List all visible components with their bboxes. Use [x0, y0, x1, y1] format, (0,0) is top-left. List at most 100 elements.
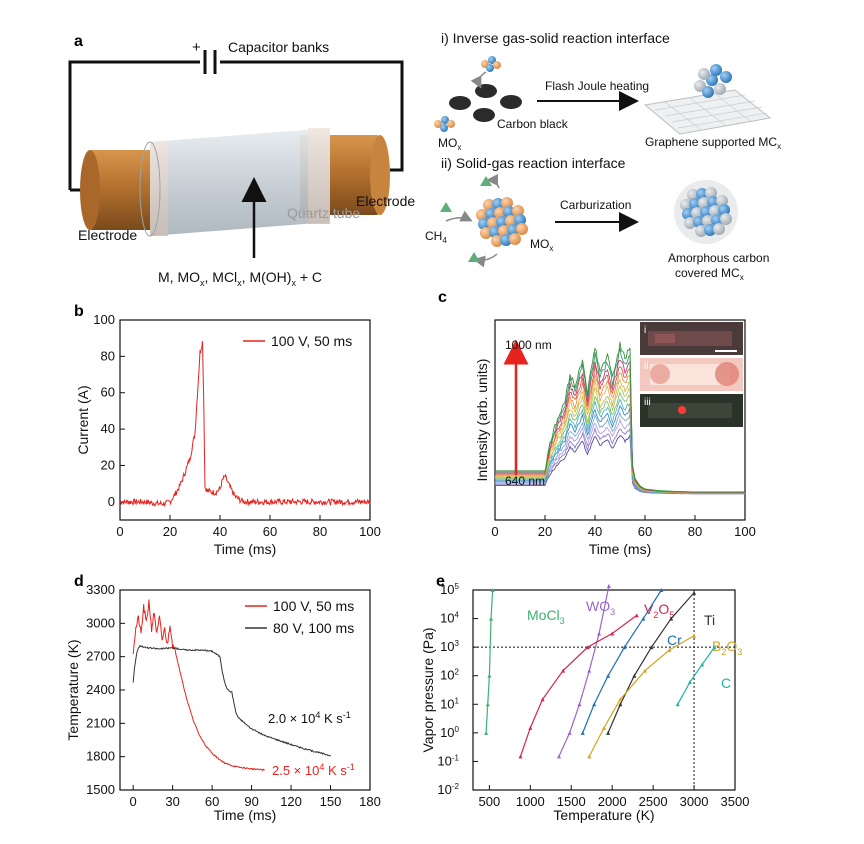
y-tick-label: 60: [101, 385, 115, 400]
atom: [707, 196, 719, 208]
svg-text:i: i: [644, 325, 646, 336]
gas-out-arrow-top: [486, 174, 500, 189]
data-point: [567, 730, 572, 735]
data-point: [580, 730, 585, 735]
data-point: [587, 668, 592, 673]
rate-annotation: 2.0 × 104 K s-1: [268, 710, 351, 726]
data-point: [700, 662, 705, 667]
data-point: [712, 645, 717, 650]
panel-e: e 500 1000 1500 2000 2500 3000 3500 10-2 10-1 100…: [420, 573, 749, 823]
data-point: [675, 702, 680, 707]
panel-label-d: d: [74, 573, 84, 590]
y-tick-label: 2100: [86, 715, 115, 730]
atom: [684, 217, 696, 229]
atom: [501, 197, 513, 209]
series-line-d: [132, 644, 331, 757]
data-point: [561, 668, 566, 673]
x-tick-label: 3000: [680, 794, 709, 809]
x-tick-label: 20: [538, 524, 552, 539]
data-point: [642, 668, 647, 673]
atom: [693, 216, 705, 228]
atom: [487, 217, 499, 229]
y-tick-label: 105: [440, 582, 459, 597]
atom: [704, 224, 716, 236]
panel-label-b: b: [74, 303, 84, 320]
route-i-mox: MOx: [438, 136, 461, 152]
data-point: [692, 590, 697, 595]
mox-cluster-large: [476, 197, 528, 247]
legend-label-d: 100 V, 50 ms: [273, 598, 354, 614]
data-point: [649, 645, 654, 650]
ch4-label: CH4: [425, 229, 447, 245]
x-tick-label: 2000: [598, 794, 627, 809]
y-tick-label: 100: [440, 725, 459, 740]
series-line-e: [677, 646, 716, 705]
atom: [705, 187, 717, 199]
x-tick-label: 60: [205, 794, 219, 809]
data-point: [606, 730, 611, 735]
atom: [680, 199, 692, 211]
series-line-e: [588, 635, 695, 757]
carbon-black-label: Carbon black: [497, 117, 569, 131]
x-tick-label: 3500: [721, 794, 750, 809]
series-line-b: [119, 341, 371, 507]
series-line-e: [607, 592, 695, 734]
route-i-arrow-label: Flash Joule heating: [545, 79, 649, 93]
mc-cluster-amorphous: [674, 180, 738, 244]
wavelength-top-label: 1000 nm: [505, 338, 552, 352]
x-tick-label: 90: [244, 794, 258, 809]
panel-a: a + Capacitor banks Electrode Quartz tub…: [68, 30, 781, 288]
x-tick-label: 0: [491, 524, 498, 539]
atom: [709, 205, 721, 217]
data-point: [618, 702, 623, 707]
route-ii-product-line2: covered MCx: [675, 266, 744, 282]
data-point: [518, 754, 523, 759]
route-i-product: Graphene supported MCx: [645, 135, 781, 151]
series-line-e: [485, 589, 494, 733]
data-point: [618, 697, 623, 702]
atom: [509, 233, 521, 245]
atom: [691, 207, 703, 219]
data-point: [641, 616, 646, 621]
data-point: [622, 645, 627, 650]
y-tick-label: 3300: [86, 582, 115, 597]
quartz-tube-label: Quartz tube: [287, 205, 360, 221]
x-tick-label: 1500: [557, 794, 586, 809]
data-point: [692, 633, 697, 638]
tube-band-right: [308, 128, 330, 224]
series-line-e: [558, 585, 610, 757]
capacitor-plus: +: [192, 39, 201, 56]
gas-out-arrow-low: [473, 253, 498, 268]
x-tick-label: 20: [163, 524, 177, 539]
atom: [700, 206, 712, 218]
x-axis-label: Temperature (K): [553, 807, 654, 823]
atom: [695, 225, 707, 237]
x-tick-label: 40: [588, 524, 602, 539]
route-ii-product-line1: Amorphous carbon: [668, 251, 769, 265]
ch4-molecule: [440, 202, 452, 212]
y-tick-label: 0: [108, 494, 115, 509]
y-tick-label: 80: [101, 348, 115, 363]
panel-label-c: c: [438, 289, 447, 306]
atom: [713, 223, 725, 235]
x-tick-label: 2500: [639, 794, 668, 809]
data-point: [602, 725, 606, 730]
panel-b: b 0 20 40 60 80 100 0 20 40 60 80 100 Time (ms) Curre…: [74, 303, 381, 557]
plot-b: 0 20 40 60 80 100 0 20 40 60 80 100 Time (ms) Current…: [75, 312, 381, 557]
y-tick-label: 40: [101, 421, 115, 436]
atom: [500, 234, 512, 246]
electrode-right-label: Electrode: [356, 193, 415, 209]
atom: [512, 205, 524, 217]
panel-label-a: a: [74, 33, 83, 50]
data-point: [592, 702, 597, 707]
y-tick-label: 2700: [86, 649, 115, 664]
wavelength-bottom-label: 640 nm: [505, 474, 545, 488]
series-line-e: [519, 614, 638, 757]
x-axis-label: Time (ms): [589, 541, 651, 557]
data-point: [667, 647, 672, 652]
x-tick-label: 180: [359, 794, 381, 809]
inset-i: i: [640, 322, 743, 355]
legend-label-d: 80 V, 100 ms: [273, 620, 354, 636]
data-point: [577, 702, 582, 707]
atom: [507, 224, 519, 236]
